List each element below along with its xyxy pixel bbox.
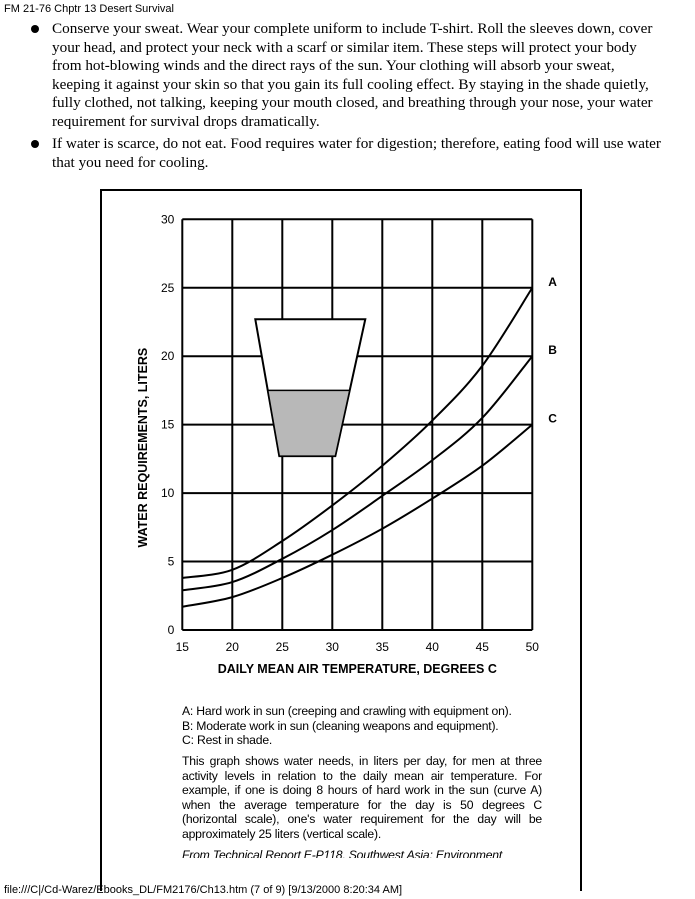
x-tick-label: 25 bbox=[276, 640, 290, 654]
series-line-c bbox=[182, 423, 533, 608]
legend-c: C: Rest in shade. bbox=[182, 733, 273, 747]
x-tick-label: 30 bbox=[326, 640, 340, 654]
figure-frame bbox=[100, 189, 582, 891]
y-tick-label: 20 bbox=[161, 349, 175, 363]
y-tick-label: 10 bbox=[161, 486, 175, 500]
x-axis-label: DAILY MEAN AIR TEMPERATURE, DEGREES C bbox=[218, 662, 497, 676]
legend-a: A: Hard work in sun (creeping and crawli… bbox=[182, 704, 512, 718]
bullet-list: Conserve your sweat. Wear your complete … bbox=[0, 20, 662, 176]
cup-water-fill bbox=[266, 389, 351, 457]
y-axis-label: WATER REQUIREMENTS, LITERS bbox=[136, 348, 150, 548]
legend-b: B: Moderate work in sun (cleaning weapon… bbox=[182, 718, 499, 733]
series-label-b: B bbox=[548, 343, 557, 357]
series-line-a bbox=[182, 287, 534, 579]
x-tick-label: 45 bbox=[476, 640, 490, 654]
series-line-b bbox=[182, 355, 534, 592]
y-tick-label: 25 bbox=[161, 281, 175, 295]
series-label-c: C bbox=[548, 412, 557, 426]
chart-description: This graph shows water needs, in liters … bbox=[182, 754, 542, 841]
bullet-item: If water is scarce, do not eat. Food req… bbox=[31, 135, 661, 171]
chart-source: From Technical Report E-P118, Southwest … bbox=[182, 848, 503, 858]
y-tick-label: 15 bbox=[161, 418, 175, 432]
chart-legend: A: Hard work in sun (creeping and crawli… bbox=[182, 704, 542, 748]
series-label-a: A bbox=[548, 275, 557, 289]
x-tick-label: 35 bbox=[376, 640, 390, 654]
y-tick-label: 0 bbox=[168, 623, 175, 637]
x-tick-label: 15 bbox=[176, 640, 190, 654]
y-tick-label: 30 bbox=[161, 212, 175, 226]
x-tick-label: 50 bbox=[526, 640, 540, 654]
x-tick-label: 40 bbox=[426, 640, 440, 654]
x-tick-label: 20 bbox=[226, 640, 240, 654]
page-header: FM 21-76 Chptr 13 Desert Survival bbox=[4, 3, 174, 15]
y-tick-label: 5 bbox=[168, 555, 175, 569]
page-footer: file:///C|/Cd-Warez/Ebooks_DL/FM2176/Ch1… bbox=[4, 884, 403, 896]
bullet-item: Conserve your sweat. Wear your complete … bbox=[31, 20, 662, 131]
